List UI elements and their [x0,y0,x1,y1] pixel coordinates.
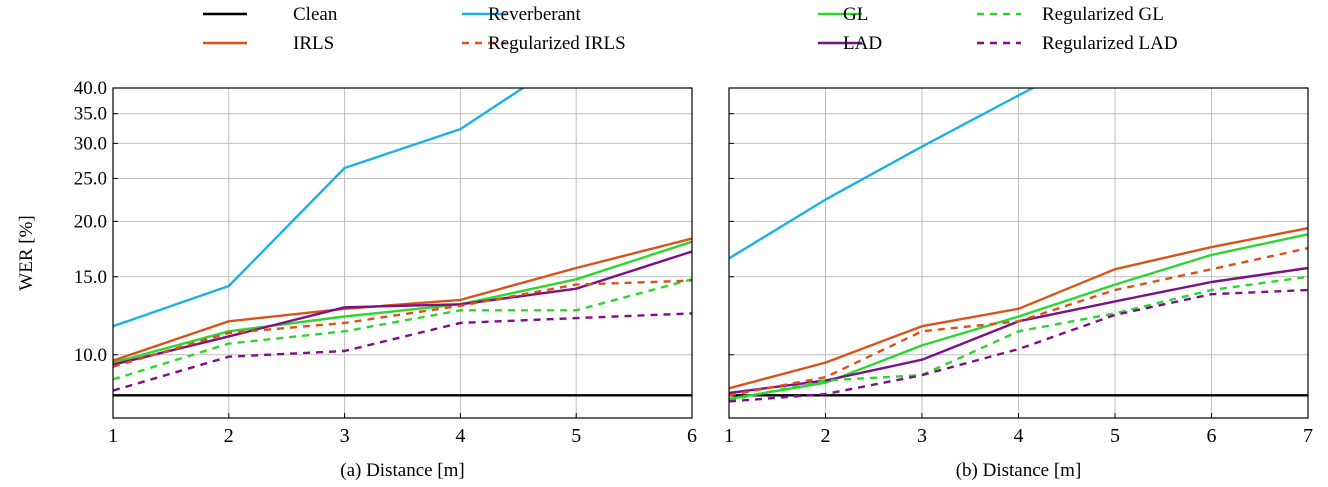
series-group [729,88,1308,403]
legend-label-clean: Clean [293,4,338,25]
series-line-regularized-irls [113,279,692,368]
chart-panel-a: 1 2 3 4 5 6 (a) Distance [m] 10.0 15.0 20.0 25.0 30… [16,78,697,481]
y-tick-label: 30.0 [74,133,107,154]
series-line-gl [729,233,1308,401]
series-line-regularized-irls [729,247,1308,397]
chart-panel-b: 1 2 3 4 5 6 7 (b) Distance [m] [724,87,1313,481]
x-axis-label: (a) Distance [m] [340,460,465,481]
legend-label-irls: IRLS [293,33,334,54]
x-tick-label: 4 [455,425,465,447]
x-tick-label: 3 [917,425,927,447]
series-line-lad [113,250,692,366]
x-tick-label: 5 [1110,425,1120,447]
x-tick-label: 2 [821,425,831,447]
y-tick-label: 20.0 [74,211,107,232]
x-tick-label: 2 [224,425,234,447]
x-tick-label: 6 [1207,425,1217,447]
series-line-regularized-lad [729,288,1308,403]
legend-label-regularized-irls: Regularized IRLS [488,33,626,54]
y-tick-label: 15.0 [74,267,107,288]
series-line-irls [113,237,692,362]
series-line-irls [729,227,1308,390]
x-tick-label: 1 [108,425,118,447]
y-tick-label: 35.0 [74,104,107,125]
grid [113,88,692,418]
series-line-regularized-gl [113,278,692,381]
legend-label-regularized-lad: Regularized LAD [1042,33,1178,54]
legend: Clean Reverberant GL Regularized GL IRLS Regu… [203,4,1178,54]
plot-frame [112,87,693,419]
grid [729,88,1308,418]
x-tick-label: 7 [1303,425,1313,447]
series-line-reverberant [729,88,1036,260]
x-tick-label: 4 [1014,425,1024,447]
x-tick-label: 3 [340,425,350,447]
x-tick-label: 6 [687,425,697,447]
legend-label-regularized-gl: Regularized GL [1042,4,1164,25]
legend-label-reverberant: Reverberant [488,4,582,25]
x-tick-label: 5 [571,425,581,447]
y-tick-label: 40.0 [74,78,107,99]
series-line-regularized-gl [729,275,1308,402]
x-tick-label: 1 [724,425,734,447]
legend-label-gl: GL [843,4,868,25]
series-group [113,88,692,397]
y-tick-label: 25.0 [74,168,107,189]
series-line-reverberant [113,88,526,328]
x-axis-label: (b) Distance [m] [956,460,1082,481]
y-axis-label: WER [%] [16,215,37,290]
legend-label-lad: LAD [843,33,882,54]
y-tick-label: 10.0 [74,345,107,366]
series-line-gl [113,240,692,364]
